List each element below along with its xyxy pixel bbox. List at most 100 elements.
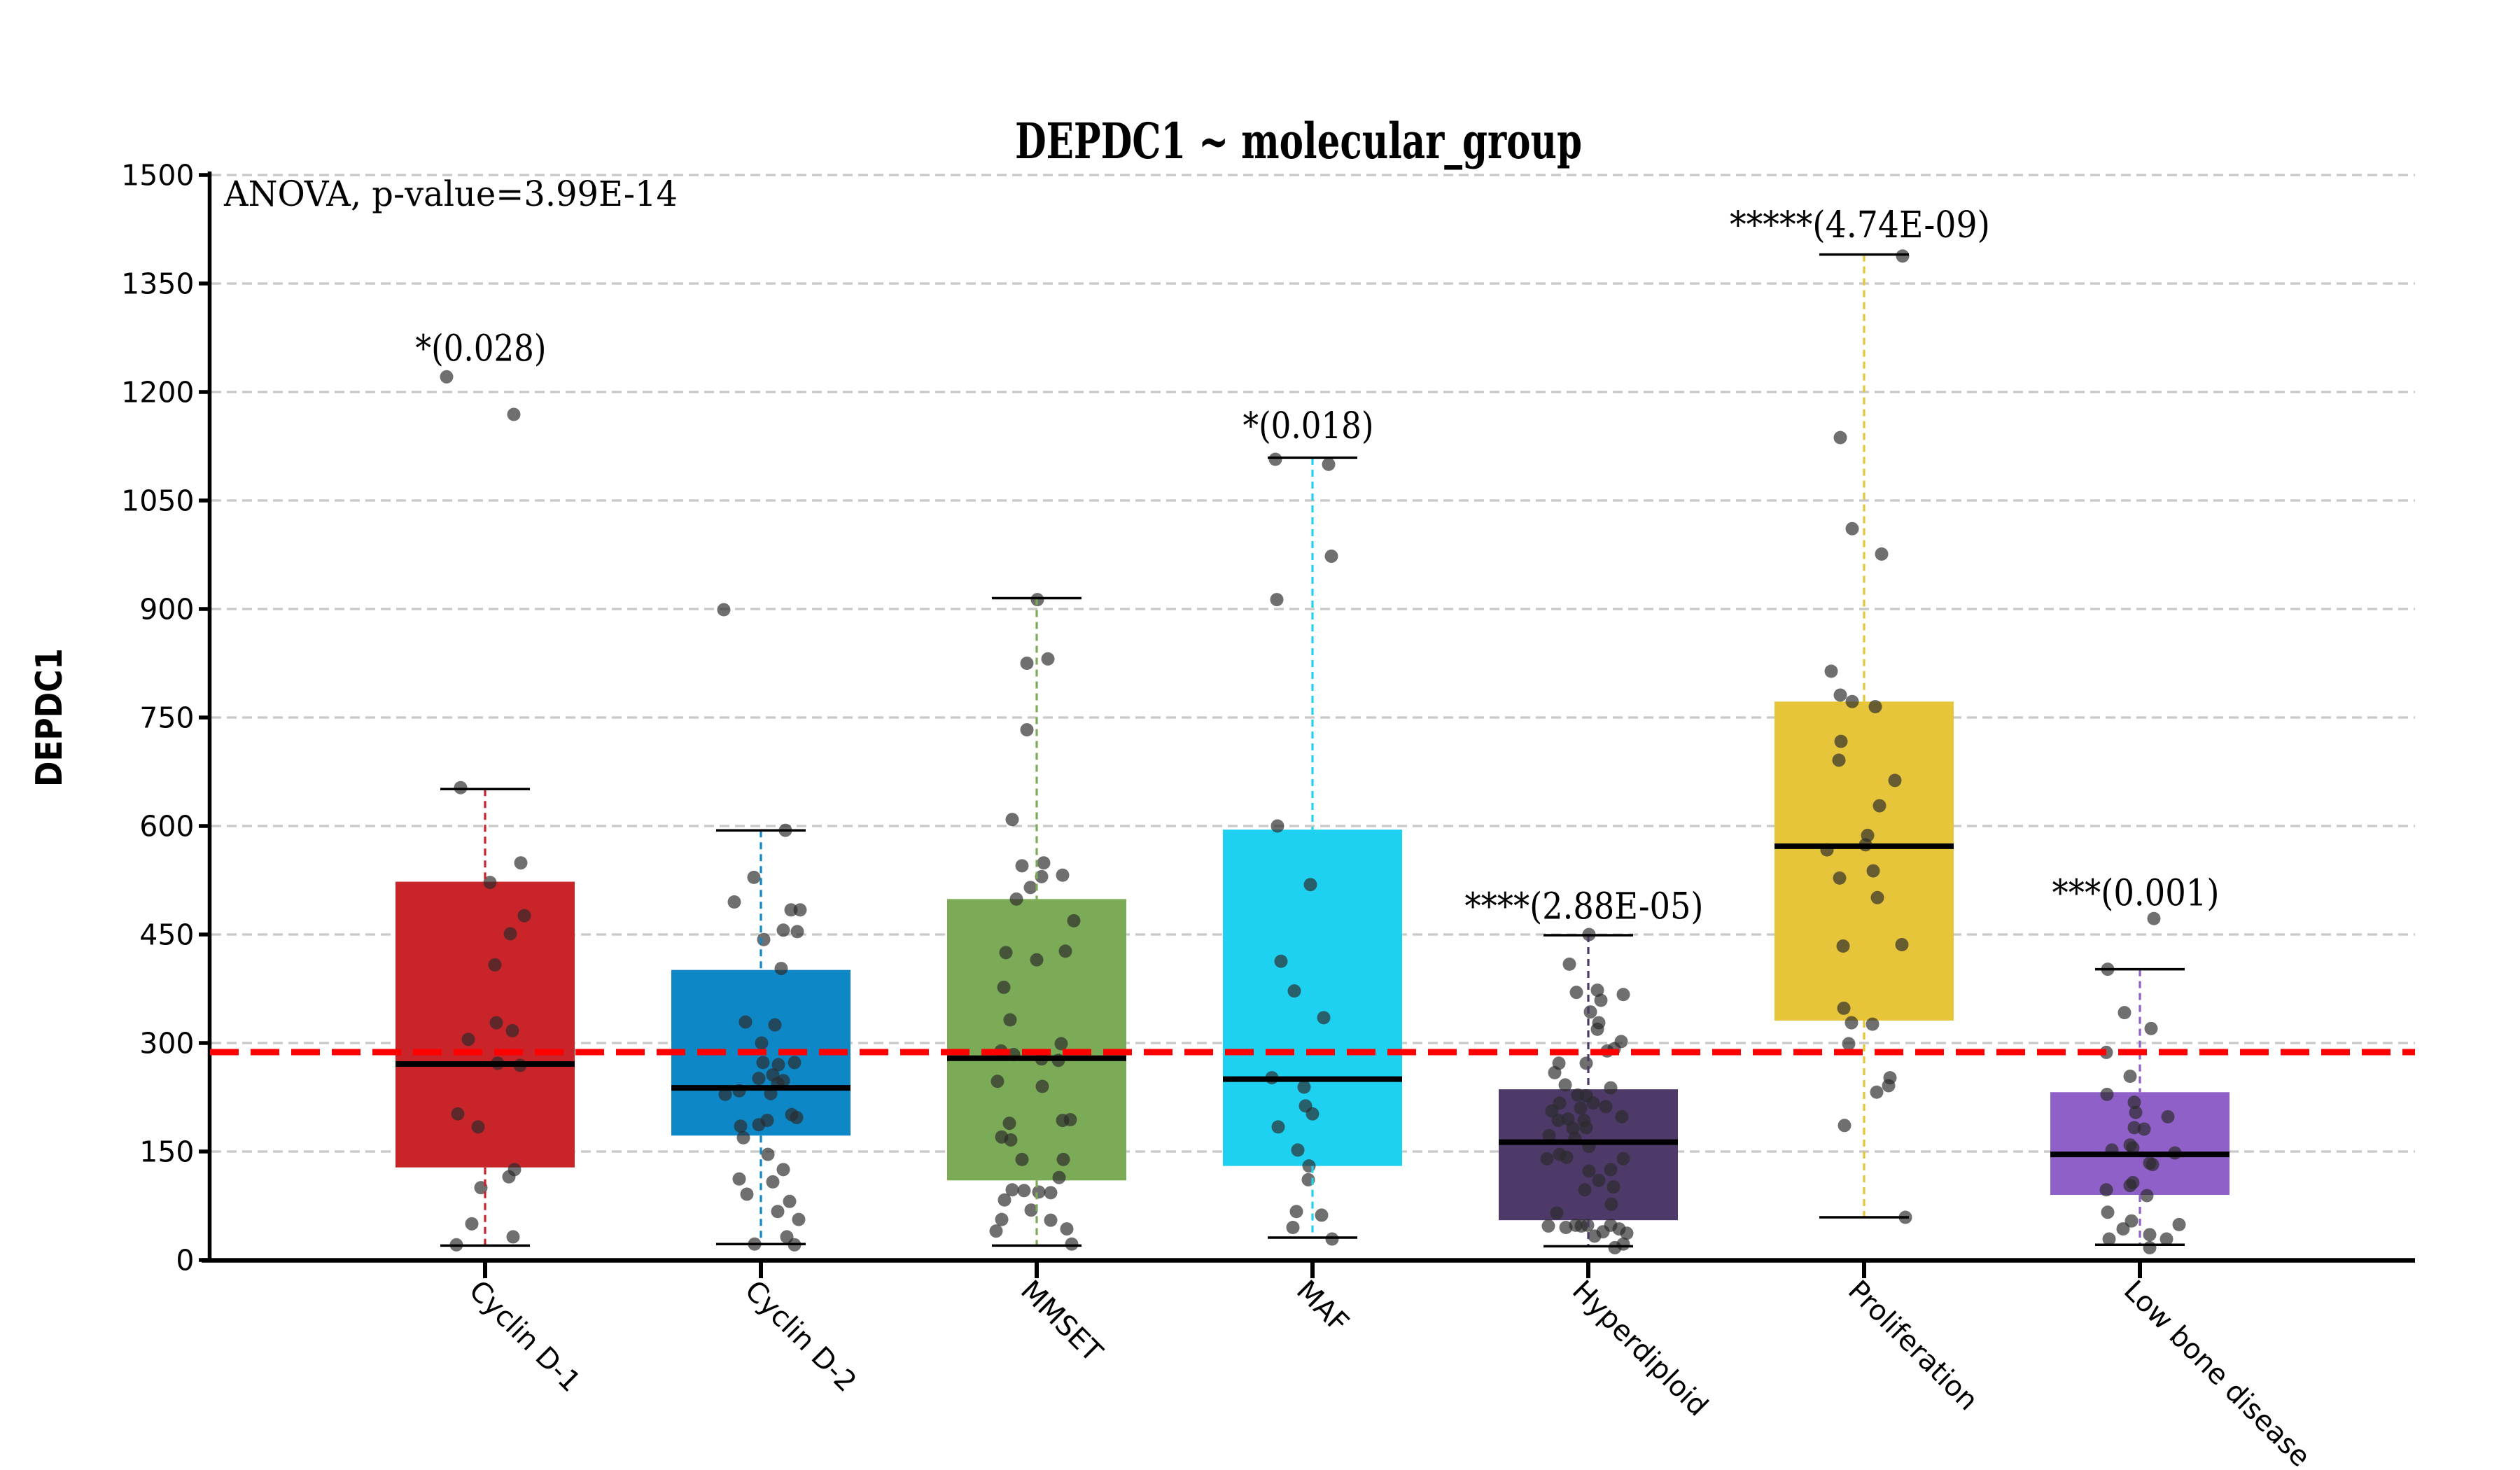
data-point [1541, 1219, 1555, 1233]
data-point [1599, 1100, 1613, 1114]
data-point [1594, 993, 1608, 1007]
data-point [1017, 1184, 1031, 1198]
data-point [1895, 937, 1909, 951]
significance-label: *(0.018) [1243, 405, 1374, 447]
data-point [1287, 984, 1301, 998]
data-point [514, 856, 528, 870]
data-point [1315, 1208, 1329, 1222]
data-point [1268, 452, 1282, 466]
data-point [784, 903, 798, 917]
data-point [2124, 1214, 2138, 1228]
data-point [2143, 1240, 2157, 1254]
data-point [1274, 954, 1288, 968]
y-axis-label: DEPDC1 [29, 648, 71, 787]
data-point [2127, 1096, 2141, 1110]
significance-label: *****(4.74E-09) [1730, 204, 1990, 246]
x-tick-label: Proliferation [1842, 1275, 1984, 1418]
data-point [2126, 1141, 2140, 1155]
data-point [736, 1130, 750, 1144]
data-point [1832, 753, 1846, 767]
data-point [1270, 819, 1284, 833]
data-point [465, 1217, 479, 1231]
data-point [1015, 1152, 1029, 1166]
data-point [1322, 457, 1336, 471]
data-point [752, 1118, 766, 1132]
data-point [1005, 813, 1019, 827]
data-point [517, 909, 531, 923]
data-point [1540, 1152, 1554, 1166]
data-point [2101, 1205, 2115, 1219]
data-point [792, 1212, 806, 1226]
data-point [2137, 1122, 2151, 1136]
data-point [1872, 799, 1886, 813]
data-point [1551, 1114, 1565, 1128]
data-point [502, 1170, 516, 1184]
data-point [783, 1194, 797, 1208]
data-point [1005, 1183, 1019, 1197]
data-point [2143, 1228, 2157, 1242]
boxes-layer [396, 701, 2230, 1221]
x-tick-label: MMSET [1014, 1275, 1109, 1369]
data-point [1035, 1079, 1049, 1093]
data-point [1868, 700, 1882, 713]
data-point [755, 1036, 769, 1050]
data-point [1583, 1005, 1597, 1019]
data-point [997, 980, 1011, 994]
data-point [1324, 550, 1338, 564]
data-point [1574, 1101, 1588, 1115]
data-point [732, 1172, 746, 1186]
data-point [507, 407, 521, 421]
data-point [989, 1224, 1003, 1238]
x-tick-label: MAF [1290, 1275, 1355, 1340]
annotations-layer: *(0.028) *(0.018) ****(2.88E-05) *****(4.74… [416, 204, 2220, 927]
data-point [1009, 892, 1023, 906]
data-point [1004, 1133, 1018, 1147]
significance-label: ****(2.88E-05) [1465, 886, 1704, 927]
points-layer [440, 249, 2186, 1254]
anova-note: ANOVA, p-value=3.99E-14 [223, 174, 678, 214]
data-point [1844, 1016, 1858, 1030]
data-point [717, 603, 731, 617]
data-point [1065, 1237, 1079, 1251]
significance-label: ***(0.001) [2052, 873, 2220, 915]
data-point [1837, 1001, 1851, 1015]
data-point [740, 1187, 754, 1201]
data-point [2116, 1222, 2130, 1236]
data-point [1317, 1011, 1331, 1025]
data-point [718, 1087, 732, 1101]
data-point [727, 895, 741, 909]
data-point [1058, 944, 1072, 958]
data-point [1579, 1121, 1593, 1135]
y-tick-label: 450 [139, 918, 194, 952]
data-point [1606, 1180, 1620, 1194]
y-tick-label: 1500 [121, 159, 194, 192]
data-point [995, 1212, 1009, 1226]
x-tick-label: Low bone disease [2118, 1275, 2316, 1470]
data-point [2100, 1087, 2114, 1101]
data-point [1030, 953, 1044, 967]
data-point [1067, 913, 1081, 927]
data-point [2118, 1006, 2132, 1020]
chart-title: DEPDC1 ~ molecular_group [1015, 112, 1582, 170]
data-point [489, 1016, 503, 1030]
data-point [1824, 664, 1838, 678]
data-point [1297, 1080, 1311, 1094]
whiskers-layer [440, 253, 2185, 1248]
data-point [1303, 878, 1317, 892]
medians-layer [396, 843, 2230, 1158]
y-tick-label: 150 [139, 1135, 194, 1169]
data-point [1620, 1226, 1634, 1240]
data-point [793, 903, 807, 917]
data-point [1896, 249, 1910, 263]
data-point [1833, 430, 1847, 444]
data-point [1590, 983, 1604, 997]
data-point [771, 1058, 785, 1072]
data-point [1875, 547, 1889, 561]
data-point [1604, 1163, 1618, 1177]
x-tick-label: Cyclin D-1 [463, 1275, 587, 1399]
data-point [738, 1015, 752, 1029]
data-point [1592, 1173, 1606, 1187]
data-point [1566, 1121, 1580, 1135]
data-point [790, 925, 804, 939]
data-point [747, 870, 761, 884]
